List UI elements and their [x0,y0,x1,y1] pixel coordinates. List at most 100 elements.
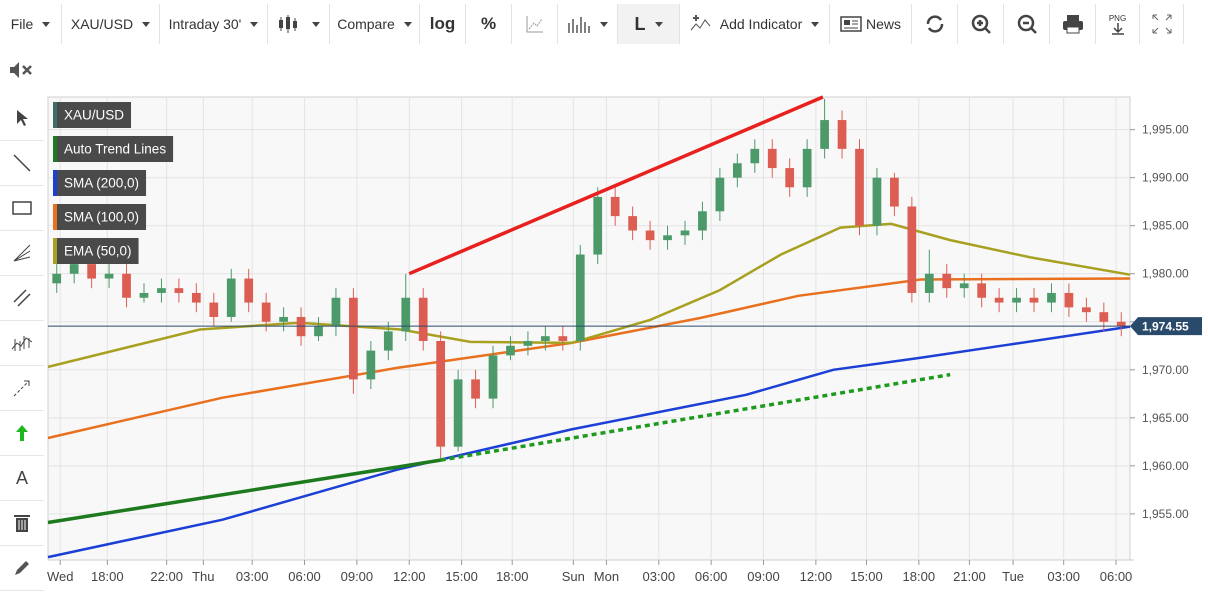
zoom-out-icon [1017,14,1037,34]
x-tick-label: Tue [1002,569,1024,584]
candle-body [558,336,568,341]
label: File [10,16,34,32]
candle-body [418,297,428,341]
candle-body [645,230,655,241]
x-tick-label: 12:00 [800,569,833,584]
candle-body [244,278,254,303]
candle-body [1064,292,1074,308]
candle-body [453,379,463,447]
label: A [15,467,28,488]
zoom-in[interactable] [958,4,1004,44]
news-icon [840,16,862,32]
log-button[interactable]: log [420,4,466,44]
text-tool[interactable]: A [0,456,44,501]
plot-area [47,96,1131,561]
label: XAU/USD [70,16,134,32]
x-tick-label: 06:00 [288,569,321,584]
label: PNG [1108,13,1127,23]
mute-button[interactable] [0,50,44,90]
x-tick-label: 22:00 [150,569,183,584]
fullscreen-button[interactable] [1140,4,1184,44]
candle-body [785,168,795,188]
candle-body [279,316,288,322]
pattern-tool[interactable] [0,321,44,366]
legend-box [53,204,147,230]
legend-swatch [53,136,57,162]
candle-body [157,288,166,293]
png-button[interactable]: PNG [1096,4,1140,44]
line-button[interactable]: L [618,4,680,44]
legend-swatch [53,170,57,196]
candle-body [610,196,620,217]
label: Compare [337,16,395,32]
x-tick-label: 15:00 [850,569,883,584]
legend-swatch [53,102,57,128]
candle-body [261,302,271,322]
x-tick-label: 18:00 [903,569,936,584]
zoom-out[interactable] [1004,4,1050,44]
trend-line [47,458,441,525]
candle-body [715,177,725,212]
candle-body [191,292,201,303]
candle-body [541,336,550,341]
print-icon [1062,15,1083,34]
x-tick-label: Wed [47,569,74,584]
candle-body [366,350,376,380]
compare-menu[interactable]: Compare [330,4,420,44]
candle-body [767,148,777,169]
volume-button[interactable] [558,4,618,44]
candle-body [1116,321,1126,327]
legend-box [53,170,147,196]
edit-tool[interactable] [0,546,44,591]
pointer-icon [17,110,28,126]
legend-swatch [53,204,57,230]
interval-menu[interactable]: Intraday 30' [160,4,268,44]
candle-body [1082,307,1091,313]
candle-body [226,278,236,317]
legend-entry: Auto Trend Lines [53,136,174,162]
pattern-icon [11,336,33,351]
y-tick-label: 1,965.00 [1142,411,1189,425]
candle-body [680,230,690,236]
x-tick-label: 03:00 [643,569,676,584]
candle-body [174,288,184,293]
draw-button[interactable] [512,4,558,44]
indicator-menu[interactable]: Add Indicator [680,4,830,44]
rect-tool[interactable] [0,186,44,231]
candle-body [52,273,62,284]
file-menu[interactable]: File [0,4,62,44]
candle-body [959,283,969,289]
indicator-line [47,325,1131,559]
chart-type[interactable] [268,4,330,44]
candle-body [977,283,987,298]
line-icon [13,154,31,172]
rect-icon [12,201,32,215]
candle-body [732,163,742,178]
candle-body [209,302,219,317]
refresh-button[interactable] [912,4,958,44]
symbol-menu[interactable]: XAU/USD [62,4,160,44]
legend-entry: SMA (200,0) [53,170,147,196]
fan-tool[interactable] [0,231,44,276]
legend-label: XAU/USD [64,108,124,123]
delete-tool[interactable] [0,501,44,546]
pointer-tool[interactable] [0,96,44,141]
candle-body [820,120,829,149]
y-tick-label: 1,980.00 [1142,267,1189,281]
legend-label: SMA (200,0) [64,176,139,191]
legend-entry: SMA (100,0) [53,204,147,230]
candle-icon [279,15,297,33]
pencil-icon [15,561,29,575]
up-arrow-tool[interactable] [0,411,44,456]
arrow-tool[interactable] [0,366,44,411]
line-tool[interactable] [0,141,44,186]
channel-tool[interactable] [0,276,44,321]
candle-body [122,273,131,298]
print-button[interactable] [1050,4,1096,44]
zoom-in-icon [971,14,991,34]
percent-button[interactable]: % [466,4,512,44]
label: L [634,13,646,34]
news-button[interactable]: News [830,4,912,44]
candle-body [593,196,603,255]
